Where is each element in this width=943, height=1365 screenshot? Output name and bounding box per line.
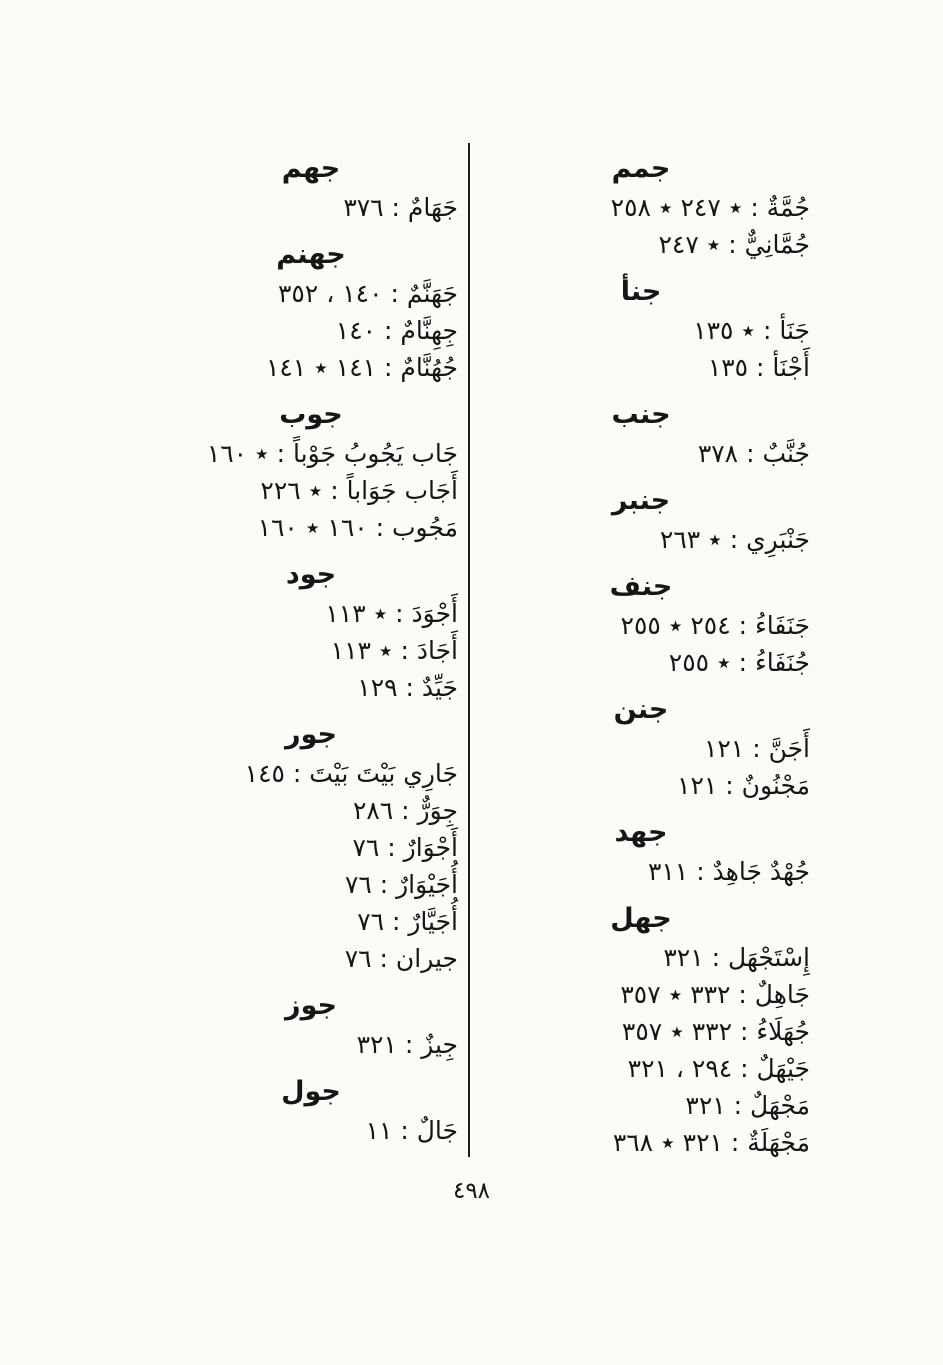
index-entry: جَاهِلٌ : ٣٣٢ ٭ ٣٥٧ <box>620 980 810 1009</box>
root-section: جوب جَاب يَجُوبُ جَوْباً : ٭ ١٦٠ أَجَاب … <box>100 396 458 546</box>
index-column-left: جهم جَهَامٌ : ٣٧٦ جهنم جَهَنَّمٌ : ١٤٠ ،… <box>100 140 458 1149</box>
index-column-right: جمم جُمَّةٌ : ٭ ٢٤٧ ٭ ٢٥٨ جُمَّانِيٌّ : … <box>548 140 810 1161</box>
index-entry: جَيْهَلٌ : ٢٩٤ ، ٣٢١ <box>627 1054 810 1083</box>
root-section: جهنم جَهَنَّمٌ : ١٤٠ ، ٣٥٢ جِهِنَّامٌ : … <box>100 236 458 386</box>
root-heading: جور <box>285 719 337 750</box>
index-entry: جُمَّةٌ : ٭ ٢٤٧ ٭ ٢٥٨ <box>610 193 810 222</box>
root-section: جمم جُمَّةٌ : ٭ ٢٤٧ ٭ ٢٥٨ جُمَّانِيٌّ : … <box>548 150 810 263</box>
index-entry: جُهَلَاءُ : ٣٣٢ ٭ ٣٥٧ <box>621 1017 810 1046</box>
index-entry: مَجْهَلٌ : ٣٢١ <box>685 1091 810 1120</box>
root-heading: جهل <box>610 903 672 934</box>
index-entry: جَنَفَاءُ : ٢٥٤ ٭ ٢٥٥ <box>620 611 810 640</box>
index-entry: جُنَفَاءُ : ٭ ٢٥٥ <box>668 648 810 677</box>
root-heading: جهنم <box>276 239 346 270</box>
index-entry: مَجُوب : ١٦٠ ٭ ١٦٠ <box>257 513 458 542</box>
index-entry: جُهْدٌ جَاهِدٌ : ٣١١ <box>647 857 810 886</box>
index-entry: جَالٌ : ١١ <box>365 1116 458 1145</box>
index-entry: أَجَنَّ : ١٢١ <box>703 734 810 763</box>
index-entry: أُجَيْوَارٌ : ٧٦ <box>344 870 458 899</box>
root-heading: جنأ <box>620 276 662 307</box>
root-heading: جنف <box>609 571 673 602</box>
root-section: جهد جُهْدٌ جَاهِدٌ : ٣١١ <box>548 814 810 890</box>
index-entry: جَنْبَرِي : ٭ ٢٦٣ <box>659 525 810 554</box>
root-heading: جود <box>285 559 337 590</box>
index-entry: جَارِي بَيْتَ بَيْتَ : ١٤٥ <box>244 759 458 788</box>
root-heading: جنبر <box>611 485 671 516</box>
index-entry: جَاب يَجُوبُ جَوْباً : ٭ ١٦٠ <box>206 439 458 468</box>
index-entry: جَهَنَّمٌ : ١٤٠ ، ٣٥٢ <box>277 279 458 308</box>
index-entry: جُمَّانِيٌّ : ٭ ٢٤٧ <box>658 230 810 259</box>
root-heading: جهم <box>281 153 341 184</box>
root-heading: جوب <box>279 399 343 430</box>
index-entry: جيران : ٧٦ <box>344 944 458 973</box>
index-entry: جُهُنَّامٌ : ١٤١ ٭ ١٤١ <box>265 353 458 382</box>
root-section: جهل إِسْتَجْهَل : ٣٢١ جَاهِلٌ : ٣٣٢ ٭ ٣٥… <box>548 900 810 1161</box>
root-section: جهم جَهَامٌ : ٣٧٦ <box>100 150 458 226</box>
root-section: جنبر جَنْبَرِي : ٭ ٢٦٣ <box>548 482 810 558</box>
index-entry: جُنَّبٌ : ٣٧٨ <box>697 439 810 468</box>
column-divider-rule <box>468 143 470 1157</box>
index-entry: جِوَرٌّ : ٢٨٦ <box>352 796 458 825</box>
index-entry: جَيِّدٌ : ١٢٩ <box>357 673 458 702</box>
root-heading: جهد <box>614 817 668 848</box>
index-entry: مَجْهَلَةٌ : ٣٢١ ٭ ٣٦٨ <box>612 1128 810 1157</box>
index-entry: جَنَأ : ٭ ١٣٥ <box>693 316 810 345</box>
root-heading: جنب <box>611 399 671 430</box>
index-entry: جِيزٌ : ٣٢١ <box>356 1030 458 1059</box>
root-section: جول جَالٌ : ١١ <box>100 1073 458 1149</box>
index-entry: أُجَيَّارٌ : ٧٦ <box>357 907 458 936</box>
index-entry: أَجْوَدَ : ٭ ١١٣ <box>325 599 458 628</box>
root-section: جنأ جَنَأ : ٭ ١٣٥ أَجْنَأ : ١٣٥ <box>548 273 810 386</box>
root-section: جوز جِيزٌ : ٣٢١ <box>100 987 458 1063</box>
index-entry: إِسْتَجْهَل : ٣٢١ <box>663 943 810 972</box>
root-section: جنب جُنَّبٌ : ٣٧٨ <box>548 396 810 472</box>
index-entry: مَجْنُونٌ : ١٢١ <box>677 771 810 800</box>
page-number: ٤٩٨ <box>452 1178 491 1204</box>
index-entry: أَجْوَارٌ : ٧٦ <box>352 833 458 862</box>
root-section: جود أَجْوَدَ : ٭ ١١٣ أَجَادَ : ٭ ١١٣ جَي… <box>100 556 458 706</box>
root-heading: جنن <box>613 694 669 725</box>
root-heading: جول <box>281 1076 341 1107</box>
index-entry: أَجْنَأ : ١٣٥ <box>707 353 810 382</box>
index-entry: أَجَادَ : ٭ ١١٣ <box>330 636 458 665</box>
root-section: جور جَارِي بَيْتَ بَيْتَ : ١٤٥ جِوَرٌّ :… <box>100 716 458 977</box>
index-entry: أَجَاب جَوَاباً : ٭ ٢٢٦ <box>260 476 458 505</box>
root-section: جنف جَنَفَاءُ : ٢٥٤ ٭ ٢٥٥ جُنَفَاءُ : ٭ … <box>548 568 810 681</box>
root-heading: جوز <box>285 990 337 1021</box>
index-entry: جَهَامٌ : ٣٧٦ <box>343 193 458 222</box>
index-entry: جِهِنَّامٌ : ١٤٠ <box>335 316 458 345</box>
root-heading: جمم <box>611 153 671 184</box>
root-section: جنن أَجَنَّ : ١٢١ مَجْنُونٌ : ١٢١ <box>548 691 810 804</box>
